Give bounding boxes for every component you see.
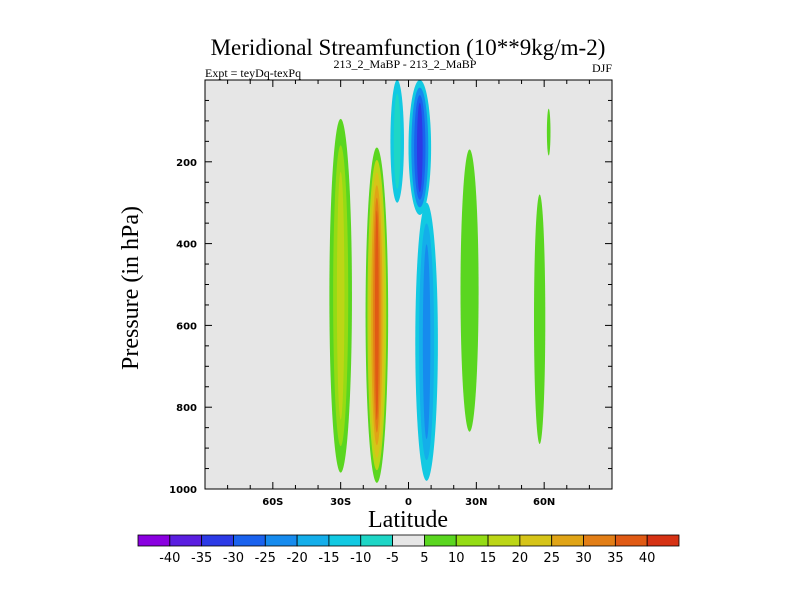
x-tick-label: 60N (533, 497, 555, 508)
contour-band (422, 244, 431, 440)
x-tick-label: 60S (262, 497, 283, 508)
colorbar-swatch (583, 534, 616, 547)
colorbar-swatch (264, 534, 298, 547)
plot-area (204, 79, 613, 490)
colorbar-swatch (646, 534, 680, 547)
contour-band (336, 171, 345, 420)
contour-cell (408, 80, 432, 215)
colorbar-label: 5 (420, 551, 428, 566)
colorbar-label: 15 (480, 551, 497, 566)
contour-cell (365, 147, 389, 483)
colorbar-label: 10 (448, 551, 465, 566)
colorbar-label: -15 (318, 551, 339, 566)
contour-band (460, 149, 479, 432)
colorbar-swatch (424, 534, 457, 547)
y-tick-label: 200 (176, 158, 197, 169)
colorbar-swatch (551, 534, 584, 547)
colorbar-label: -20 (287, 551, 308, 566)
y-tick-label: 400 (176, 240, 197, 251)
x-tick-label: 30S (330, 497, 351, 508)
x-axis-label: Latitude (368, 507, 448, 533)
colorbar-label: -25 (255, 551, 276, 566)
colorbar-label: 30 (575, 551, 592, 566)
colorbar-swatch (487, 534, 521, 547)
colorbar-label: -40 (159, 551, 180, 566)
y-tick-label: 800 (176, 403, 197, 414)
colorbar-label: -10 (350, 551, 371, 566)
y-tick-label: 1000 (169, 485, 197, 496)
x-tick-label: 0 (405, 497, 412, 508)
colorbar-swatch (233, 534, 266, 547)
contour-cell (390, 80, 404, 203)
colorbar-swatch (296, 534, 330, 547)
contour-band (533, 194, 546, 445)
contour-cell (329, 118, 352, 473)
y-axis: 200 400 600 800 1000 (169, 79, 612, 496)
colorbar-swatch (137, 534, 171, 547)
contour-cell (415, 202, 438, 481)
colorbar-label: 35 (607, 551, 624, 566)
colorbar-swatch (360, 534, 393, 547)
difference-label: 213_2_MaBP - 213_2_MaBP (334, 57, 477, 71)
colorbar-swatch (201, 534, 234, 547)
y-tick-label: 600 (176, 321, 197, 332)
contour-band (416, 102, 423, 193)
colorbar-label: 20 (512, 551, 529, 566)
colorbar-swatch (169, 534, 203, 547)
experiment-label: Expt = teyDq-texPq (205, 66, 301, 80)
x-axis: 60S 30S 0 30N 60N (204, 80, 613, 508)
colorbar-label: 25 (543, 551, 560, 566)
contour-cell (546, 108, 551, 156)
contour-cell (460, 149, 479, 432)
plot-background (205, 80, 612, 489)
colorbar-swatch (392, 534, 425, 547)
contour-cell (533, 194, 546, 445)
season-label: DJF (592, 61, 612, 75)
contour-band (546, 108, 551, 156)
colorbar-label: -5 (386, 551, 399, 566)
colorbar-label: 40 (639, 551, 656, 566)
colorbar: -40 -35 -30 -25 -20 -15 -10 -5 5 10 15 20 25 30 35 40 (137, 534, 680, 566)
colorbar-swatch (614, 534, 648, 547)
chart-title: Meridional Streamfunction (10**9kg/m-2) (211, 35, 606, 60)
colorbar-swatch (519, 534, 553, 547)
x-tick-label: 30N (465, 497, 487, 508)
y-axis-label: Pressure (in hPa) (118, 206, 144, 370)
contour-band (393, 93, 401, 189)
contour-band (374, 210, 379, 420)
colorbar-swatch (328, 534, 362, 547)
colorbar-swatch (455, 534, 489, 547)
colorbar-label: -35 (191, 551, 212, 566)
colorbar-label: -30 (223, 551, 244, 566)
